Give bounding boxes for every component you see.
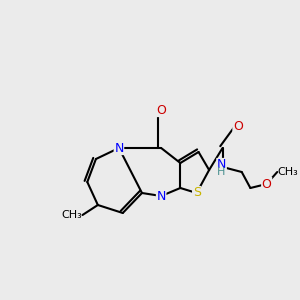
Text: H: H bbox=[216, 167, 225, 177]
Text: N: N bbox=[217, 158, 226, 172]
Text: O: O bbox=[156, 103, 166, 116]
Text: S: S bbox=[193, 187, 201, 200]
Text: CH₃: CH₃ bbox=[62, 210, 82, 220]
Text: N: N bbox=[114, 142, 124, 154]
Text: N: N bbox=[157, 190, 166, 202]
Text: CH₃: CH₃ bbox=[277, 167, 298, 177]
Text: O: O bbox=[262, 178, 272, 190]
Text: O: O bbox=[233, 121, 243, 134]
